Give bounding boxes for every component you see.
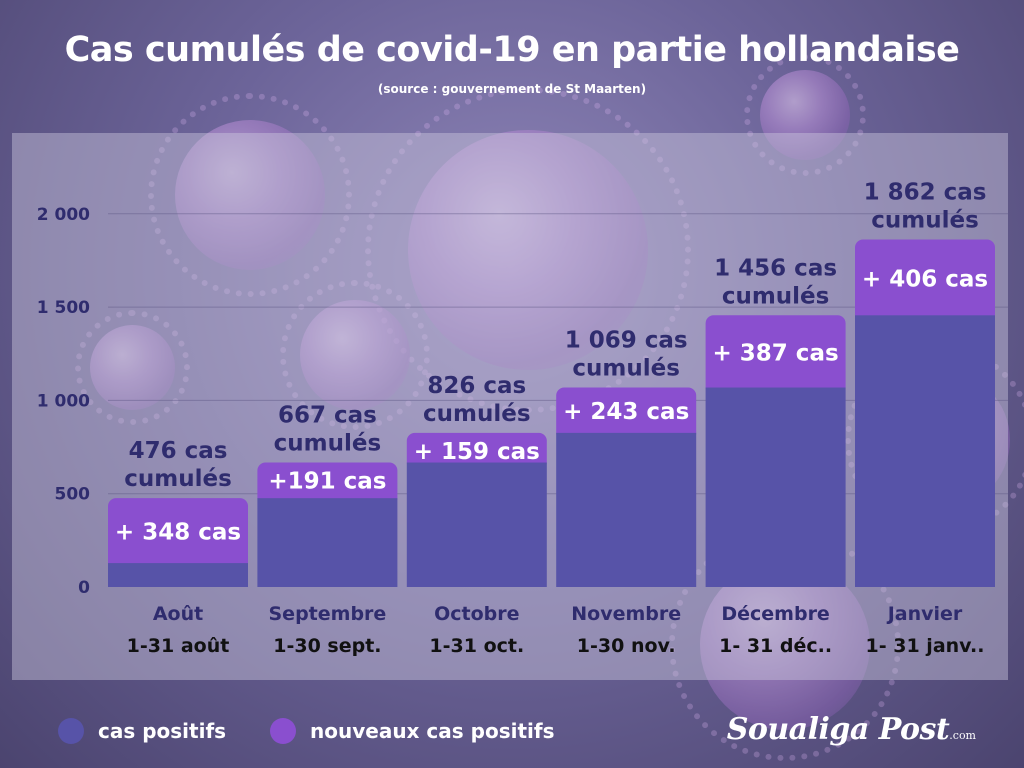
legend-swatch-positifs (58, 718, 84, 744)
bar-nouveaux-cas (406, 432, 547, 471)
x-tick-label: Novembre (571, 603, 681, 625)
total-label: cumulés (423, 401, 531, 427)
new-cases-label: + 406 cas (862, 266, 988, 292)
bar-nouveaux-cas (556, 387, 697, 441)
y-tick-label: 0 (78, 578, 90, 598)
bar-cas-positifs (855, 315, 995, 587)
new-cases-label: +191 cas (268, 469, 386, 495)
legend-positifs: cas positifs (58, 718, 226, 744)
x-period-label: 1-31 oct. (429, 635, 524, 657)
bar-cas-positifs (556, 432, 697, 587)
new-cases-label: + 159 cas (414, 439, 540, 465)
x-tick-label: Août (153, 603, 203, 625)
bar-nouveaux-cas (108, 498, 248, 572)
y-tick-label: 500 (55, 485, 91, 505)
y-tick-label: 2 000 (37, 205, 90, 225)
brand-name: Soualiga Post (726, 712, 950, 747)
new-cases-label: + 243 cas (563, 399, 689, 425)
x-tick-label: Décembre (721, 603, 829, 625)
virus-illustration (364, 86, 692, 414)
legend-label-positifs: cas positifs (98, 719, 227, 743)
total-label: 1 456 cas (714, 255, 837, 281)
total-label: 826 cas (427, 373, 526, 399)
total-label: 1 862 cas (864, 180, 987, 206)
total-label: cumulés (124, 466, 232, 492)
total-label: cumulés (722, 283, 830, 309)
chart-subtitle: (source : gouvernement de St Maarten) (377, 82, 647, 96)
new-cases-label: + 387 cas (713, 340, 839, 366)
y-tick-label: 1 500 (37, 298, 90, 318)
bar-nouveaux-cas (705, 315, 846, 396)
bar-cas-positifs (705, 387, 846, 587)
virus-illustration (74, 309, 191, 426)
chart-title: Cas cumulés de covid-19 en partie hollan… (64, 30, 960, 70)
total-label: 476 cas (129, 438, 228, 464)
bar-cas-positifs (108, 563, 248, 587)
x-period-label: 1-30 sept. (273, 635, 381, 657)
total-label: 667 cas (278, 403, 377, 429)
total-label: 1 069 cas (565, 328, 688, 354)
virus-illustration (743, 53, 867, 177)
y-tick-label: 1 000 (37, 391, 90, 411)
total-label: cumulés (572, 356, 680, 382)
x-tick-label: Septembre (269, 603, 387, 625)
virus-illustration (280, 280, 430, 430)
x-tick-label: Octobre (434, 603, 519, 625)
legend-label-nouveaux: nouveaux cas positifs (310, 719, 555, 743)
virus-illustration (148, 93, 352, 297)
total-label: cumulés (871, 208, 979, 234)
legend-swatch-nouveaux (270, 718, 296, 744)
brand-logo: Soualiga Post.com (727, 712, 976, 747)
x-period-label: 1-30 nov. (577, 635, 676, 657)
x-period-label: 1-31 août (127, 635, 230, 657)
brand-suffix: .com (949, 729, 976, 742)
bar-nouveaux-cas (257, 462, 398, 507)
legend-nouveaux: nouveaux cas positifs (270, 718, 554, 744)
x-period-label: 1- 31 déc.. (719, 635, 832, 657)
bar-cas-positifs (406, 462, 547, 587)
bar-nouveaux-cas (855, 239, 995, 324)
bar-cas-positifs (257, 498, 398, 587)
total-label: cumulés (274, 431, 382, 457)
x-tick-label: Janvier (886, 603, 963, 625)
x-period-label: 1- 31 janv.. (866, 635, 985, 657)
new-cases-label: + 348 cas (115, 520, 241, 546)
